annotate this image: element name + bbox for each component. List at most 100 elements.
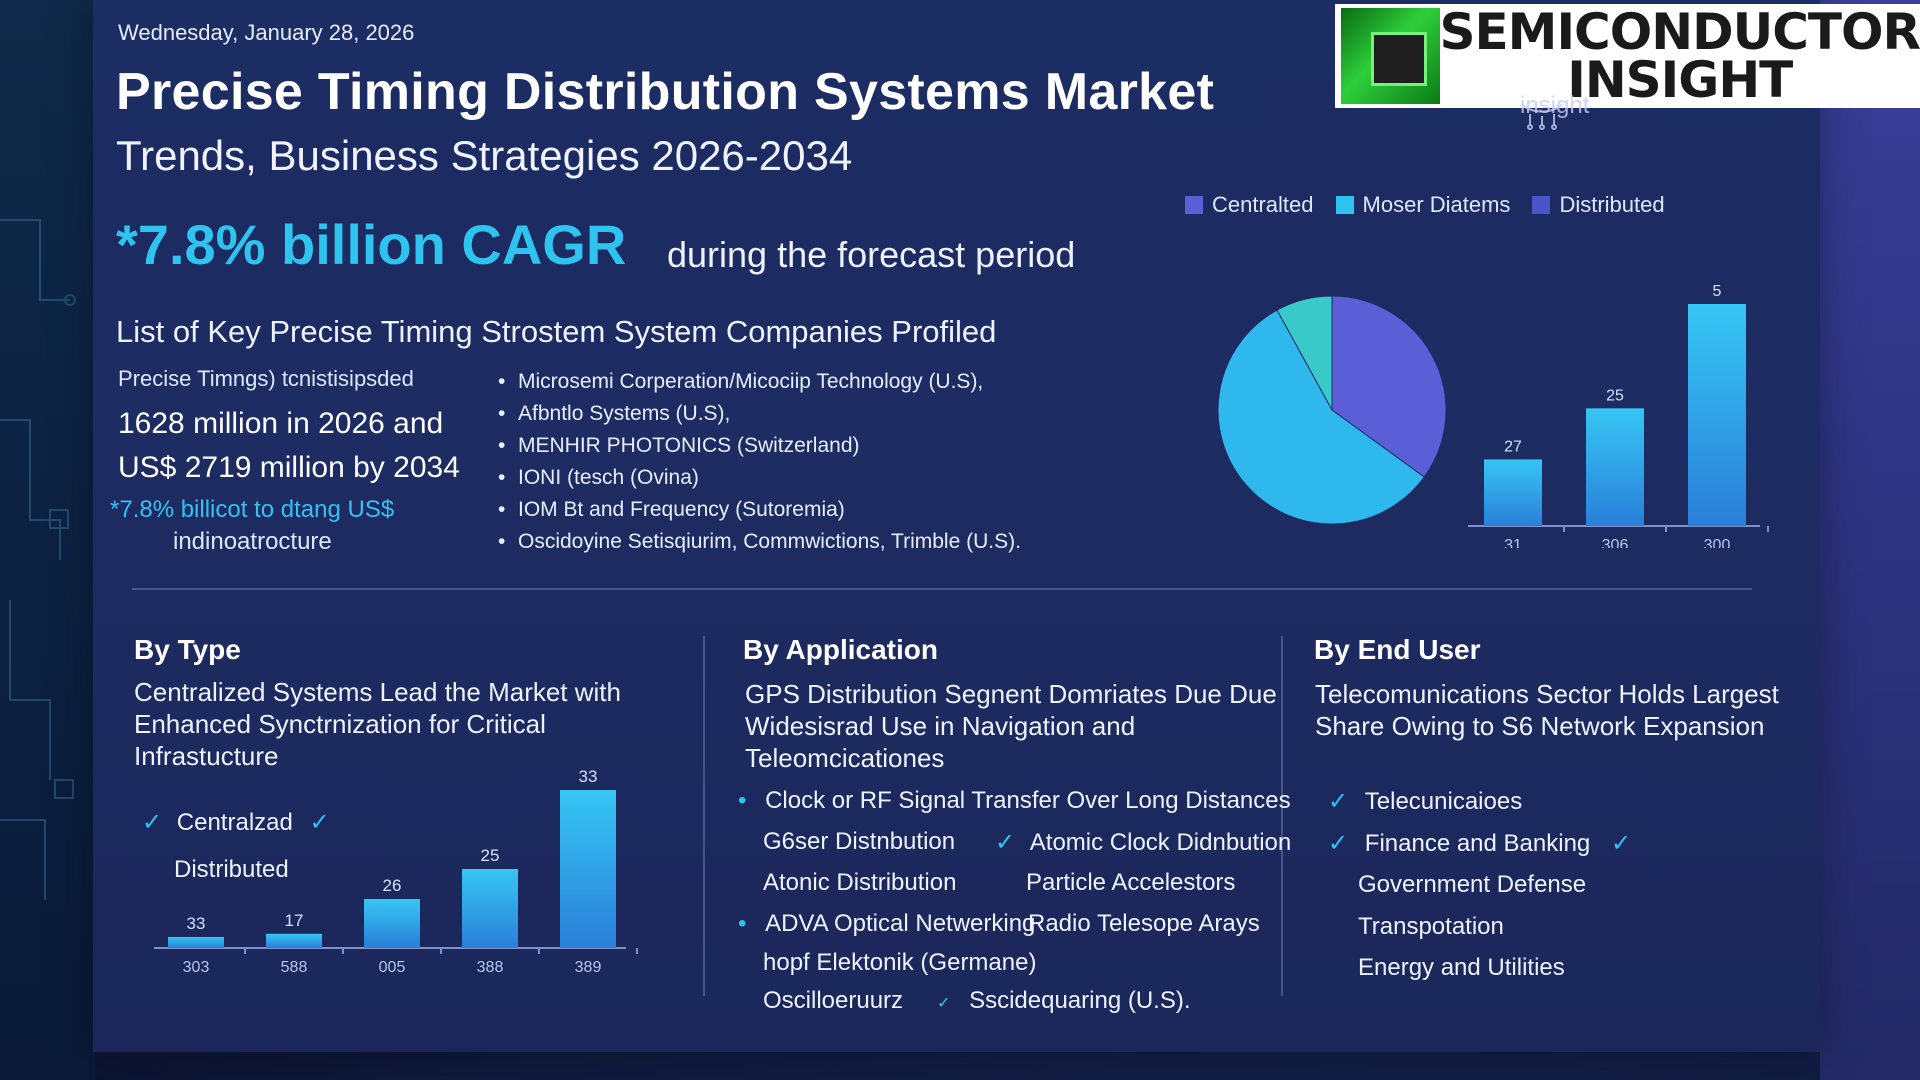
end-user-item: Transpotation xyxy=(1358,913,1504,940)
application-item-label: Atomic Clock Didnbution xyxy=(1029,829,1292,856)
check-icon: ✓ xyxy=(1328,830,1349,857)
legend-swatch xyxy=(1532,196,1551,214)
application-item-label: Clock or RF Signal Transfer Over Long Di… xyxy=(765,787,1291,814)
desc-line: GPS Distribution Segnent Domriates Due D… xyxy=(745,679,1277,709)
bar-chart-bottom: 33 303 17 588 26 005 25 388 33 389 xyxy=(154,767,638,976)
by-type-item: Distributed xyxy=(174,856,289,883)
right-background-strip xyxy=(1820,0,1920,1080)
section-divider xyxy=(132,588,1752,590)
x-tick-label: 306 xyxy=(1602,537,1629,548)
bar-chart-top: 27 31 25 306 5 300 xyxy=(1468,283,1769,548)
legend-label: Centralted xyxy=(1212,192,1314,217)
end-user-item: Energy and Utilities xyxy=(1358,954,1565,981)
bar xyxy=(364,899,420,948)
by-application-description: GPS Distribution Segnent Domriates Due D… xyxy=(745,678,1285,774)
column-divider xyxy=(703,636,705,996)
circuit-pattern xyxy=(0,219,76,900)
application-item: ✓ Atomic Clock Didnbution xyxy=(995,828,1291,857)
list-item: MENHIR PHOTONICS (Switzerland) xyxy=(498,430,1021,462)
pie-chart xyxy=(1217,295,1447,525)
bullet-icon: • xyxy=(738,910,747,937)
desc-line: Teleomcicationes xyxy=(745,743,945,773)
x-tick-label: 31 xyxy=(1504,537,1522,548)
desc-line: Share Owing to S6 Network Expansion xyxy=(1315,711,1765,741)
desc-line: Centralized Systems Lead the Market with xyxy=(134,677,621,707)
desc-line: Enhanced Synctrnization for Critical xyxy=(134,709,546,739)
application-item-label: Sscidequaring (U.S). xyxy=(969,987,1191,1014)
page-title: Precise Timing Distribution Systems Mark… xyxy=(116,63,1215,121)
application-item: Particle Accelestors xyxy=(1026,869,1236,896)
legend-item: Moser Diatems xyxy=(1335,192,1510,218)
check-icon: ✓ xyxy=(1610,830,1632,857)
logo-reflection-text: insight xyxy=(1520,92,1590,119)
intro-line-1: 1628 million in 2026 and xyxy=(118,407,444,440)
bar-value-label: 33 xyxy=(187,914,206,933)
left-background-strip xyxy=(0,0,95,1080)
date-label: Wednesday, January 28, 2026 xyxy=(118,20,415,45)
list-item: IONI (tesch (Ovina) xyxy=(498,462,1021,494)
application-item: Oscilloeruurz xyxy=(763,987,904,1014)
page-subtitle: Trends, Business Strategies 2026-2034 xyxy=(116,132,853,179)
bar xyxy=(1586,408,1644,526)
desc-line: Infrastucture xyxy=(134,741,279,771)
end-user-item: Government Defense xyxy=(1358,871,1587,898)
chart-legend: Centralted Moser Diatems Distributed xyxy=(1185,192,1665,218)
application-item: Atonic Distribution xyxy=(763,869,957,896)
bar-value-label: 33 xyxy=(579,767,598,786)
x-tick-label: 389 xyxy=(575,959,602,976)
intro-highlight-2: indinoatrocture xyxy=(173,528,332,555)
desc-line: Widesisrad Use in Navigation and xyxy=(745,711,1136,741)
application-item: • Clock or RF Signal Transfer Over Long … xyxy=(738,787,1291,815)
desc-line: Telecomunications Sector Holds Largest xyxy=(1315,679,1779,709)
intro-small-text: Precise Timngs) tcnistisipsded xyxy=(118,366,414,391)
application-item: • ADVA Optical Netwerking xyxy=(738,910,1035,938)
logo-line-1: SEMICONDUCTOR xyxy=(1439,3,1920,61)
logo-line-2: INSIGHT xyxy=(1567,51,1793,109)
legend-item: Centralted xyxy=(1185,192,1314,218)
by-type-description: Centralized Systems Lead the Market with… xyxy=(134,676,674,772)
bar xyxy=(462,869,518,948)
legend-item: Distributed xyxy=(1532,192,1665,218)
check-icon: ✓ xyxy=(309,809,330,836)
chip-icon xyxy=(1341,8,1440,104)
bar-value-label: 5 xyxy=(1713,283,1722,300)
bar xyxy=(560,790,616,948)
x-tick-label: 005 xyxy=(379,959,406,976)
end-user-item-label: Telecunicaioes xyxy=(1364,788,1523,815)
legend-label: Distributed xyxy=(1559,192,1665,217)
check-icon: ✓ xyxy=(937,995,951,1012)
semiconductor-insight-logo[interactable]: SEMICONDUCTOR INSIGHT xyxy=(1335,4,1920,108)
application-item: Radio Telesope Arays xyxy=(1028,910,1260,937)
bar-value-label: 25 xyxy=(481,846,500,865)
column-divider xyxy=(1281,636,1283,996)
by-type-item: ✓ Centralzad ✓ xyxy=(142,808,330,837)
x-tick-label: 303 xyxy=(183,959,210,976)
x-tick-label: 388 xyxy=(477,959,504,976)
by-end-user-description: Telecomunications Sector Holds Largest S… xyxy=(1315,678,1835,742)
market-intro: Precise Timngs) tcnistisipsded 1628 mill… xyxy=(110,366,488,556)
by-application-title: By Application xyxy=(743,634,938,665)
cagr-headline: *7.8% billion CAGR xyxy=(116,213,627,276)
company-list: Microsemi Corperation/Micociip Technolog… xyxy=(498,366,1021,558)
application-item-label: ADVA Optical Netwerking xyxy=(765,910,1036,937)
cagr-tail-text: during the forecast period xyxy=(667,234,1076,275)
by-type-title: By Type xyxy=(134,634,241,665)
legend-swatch xyxy=(1185,196,1203,214)
logo-wordmark: SEMICONDUCTOR INSIGHT xyxy=(1439,3,1920,109)
list-item: IOM Bt and Frequency (Sutoremia) xyxy=(498,494,1021,526)
bullet-icon: • xyxy=(738,787,747,814)
end-user-item-label: Finance and Banking xyxy=(1364,830,1591,857)
list-item: Microsemi Corperation/Micociip Technolog… xyxy=(498,366,1021,398)
companies-heading: List of Key Precise Timing Strostem Syst… xyxy=(116,314,997,349)
x-tick-label: 588 xyxy=(281,959,308,976)
circuit-icon xyxy=(1521,103,1563,130)
pie-slice-blue-dark xyxy=(1331,295,1447,478)
bar-value-label: 17 xyxy=(285,911,304,930)
intro-highlight: *7.8% billicot to dtang US$ xyxy=(110,496,395,523)
end-user-item: ✓ Finance and Banking ✓ xyxy=(1328,829,1631,858)
pie-slice-teal xyxy=(1276,295,1333,411)
bar xyxy=(266,933,322,948)
x-tick-label: 300 xyxy=(1704,537,1731,548)
check-icon: ✓ xyxy=(142,809,163,836)
bar-value-label: 26 xyxy=(383,876,402,895)
